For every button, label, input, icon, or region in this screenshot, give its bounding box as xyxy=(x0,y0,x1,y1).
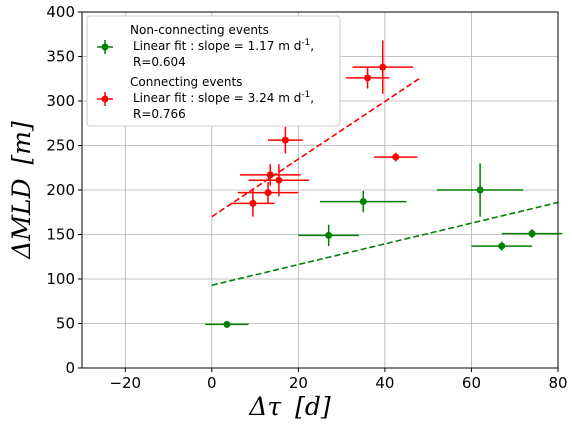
data-points xyxy=(205,40,563,328)
legend-fit-non-connecting: Linear fit : slope = 1.17 m d-1, xyxy=(133,38,314,53)
y-tick-label: 350 xyxy=(46,48,75,66)
point-marker xyxy=(528,230,536,238)
legend-box xyxy=(86,15,341,127)
legend-marker-connecting xyxy=(97,92,113,106)
data-point-non-connecting xyxy=(501,229,563,239)
fit-line-non-connecting xyxy=(211,201,559,287)
fit-lines xyxy=(211,76,559,287)
y-tick-label: 100 xyxy=(46,270,75,288)
x-tick-label: 0 xyxy=(207,374,217,392)
y-tick-label: 150 xyxy=(46,226,75,244)
y-tick-label: 300 xyxy=(46,92,75,110)
data-point-connecting xyxy=(237,181,299,204)
point-marker xyxy=(476,186,484,194)
legend-fit-end-connecting: , xyxy=(310,91,314,105)
point-marker xyxy=(281,136,289,144)
legend-fit-end-non-connecting: , xyxy=(310,39,314,53)
legend-r-connecting: R=0.766 xyxy=(133,107,186,121)
y-axis-symbol: ΔMLD xyxy=(7,178,36,259)
data-point-connecting xyxy=(239,164,301,186)
y-tick-label: 0 xyxy=(65,359,75,377)
fit-line-connecting xyxy=(211,76,423,218)
data-point-non-connecting xyxy=(471,241,533,251)
legend: Non-connecting events Linear fit : slope… xyxy=(86,15,341,127)
legend-fit-superscript-connecting: -1 xyxy=(301,90,310,100)
legend-fit-superscript-non-connecting: -1 xyxy=(301,38,310,48)
data-point-non-connecting xyxy=(298,224,359,247)
point-marker xyxy=(264,189,272,197)
data-point-connecting xyxy=(352,40,414,94)
x-axis-label: Δτ [d] xyxy=(248,392,331,421)
x-tick-label: 80 xyxy=(548,374,567,392)
x-axis-unit: [d] xyxy=(295,392,331,421)
y-axis-label: ΔMLD [m] xyxy=(7,121,36,260)
data-point-non-connecting xyxy=(320,190,407,213)
y-tick-label: 400 xyxy=(46,3,75,21)
point-marker xyxy=(379,63,387,71)
x-tick-label: 20 xyxy=(289,374,308,392)
legend-r-non-connecting: R=0.604 xyxy=(133,55,186,69)
point-marker xyxy=(325,231,333,239)
data-point-connecting xyxy=(268,126,303,154)
point-marker xyxy=(249,199,257,207)
data-point-connecting xyxy=(374,152,418,162)
x-tick-label: 40 xyxy=(375,374,394,392)
x-tick-label: −20 xyxy=(109,374,141,392)
legend-marker-non-connecting xyxy=(97,40,113,54)
y-tick-label: 200 xyxy=(46,181,75,199)
x-axis-symbol: Δτ xyxy=(248,392,282,421)
x-tick-label: 60 xyxy=(462,374,481,392)
axis-ticks: −20 0 20 40 60 80 0 50 100 150 200 250 300 350 400 xyxy=(46,3,567,392)
y-tick-label: 50 xyxy=(56,315,75,333)
data-point-non-connecting xyxy=(436,163,524,217)
data-point-non-connecting xyxy=(205,320,249,328)
data-point-connecting xyxy=(248,164,310,197)
y-axis-unit: [m] xyxy=(7,121,36,164)
point-marker xyxy=(359,198,367,206)
y-tick-label: 250 xyxy=(46,137,75,155)
legend-label-connecting: Connecting events xyxy=(130,75,242,89)
legend-fit-connecting: Linear fit : slope = 3.24 m d-1, xyxy=(133,90,314,105)
point-marker xyxy=(275,176,283,184)
point-marker xyxy=(498,242,506,250)
legend-fit-text-non-connecting: Linear fit : slope = 1.17 m d xyxy=(133,39,301,53)
legend-label-non-connecting: Non-connecting events xyxy=(130,23,269,37)
point-marker xyxy=(364,74,372,82)
point-marker xyxy=(266,171,274,179)
point-marker xyxy=(223,320,231,328)
legend-fit-text-connecting: Linear fit : slope = 3.24 m d xyxy=(133,91,301,105)
point-marker xyxy=(392,153,400,161)
